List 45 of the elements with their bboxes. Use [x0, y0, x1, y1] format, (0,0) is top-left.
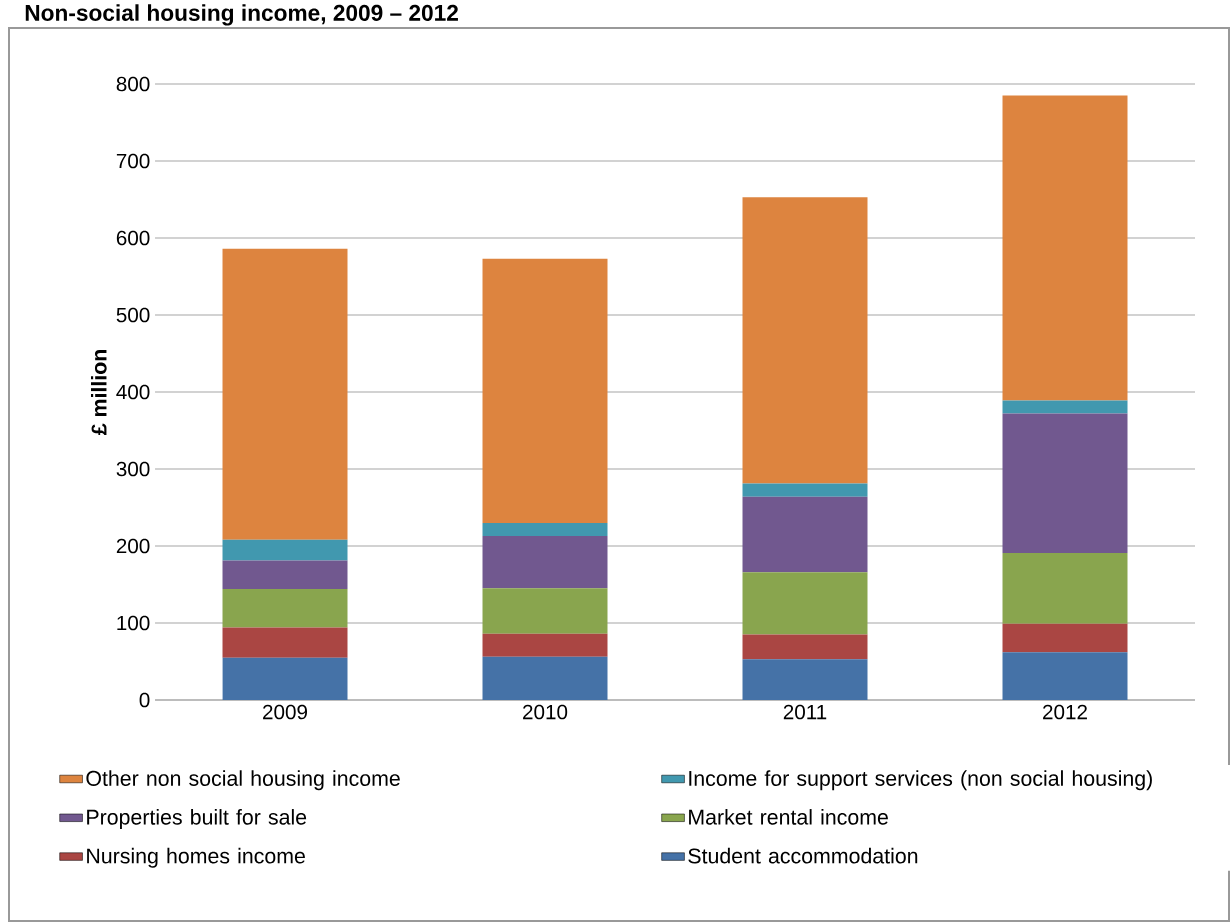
- legend-label: Student accommodation: [688, 847, 918, 864]
- y-tick-label: 500: [116, 307, 150, 323]
- bar: [482, 588, 608, 634]
- bar: [742, 634, 868, 660]
- legend-label: Other non social housing income: [86, 770, 400, 791]
- y-axis-title: £ million: [91, 350, 107, 436]
- legend-label: Market rental income: [689, 809, 888, 825]
- x-tick-label: 2010: [523, 704, 568, 720]
- y-tick-label: 800: [116, 76, 150, 92]
- y-tick-label: 400: [116, 384, 150, 400]
- bar: [222, 539, 348, 561]
- bar: [222, 627, 348, 658]
- bar: [222, 589, 348, 628]
- bar: [222, 560, 348, 590]
- y-tick-label: 0: [139, 692, 150, 708]
- bar: [482, 656, 608, 700]
- legend-label: Income for support services (non social housing): [689, 770, 1152, 791]
- bar: [1002, 623, 1128, 653]
- y-tick-label: 300: [116, 461, 150, 477]
- bar: [742, 483, 868, 497]
- y-tick-label: 100: [117, 615, 150, 631]
- bar: [1002, 413, 1128, 553]
- legend-label: Nursing homes income: [87, 847, 305, 868]
- bar: [742, 572, 868, 635]
- y-tick-label: 600: [116, 230, 150, 246]
- bar: [482, 522, 608, 536]
- x-tick-label: 2009: [263, 704, 308, 720]
- y-tick-label: 700: [116, 153, 150, 169]
- bar: [742, 496, 868, 573]
- bar: [482, 258, 608, 523]
- bar: [482, 633, 608, 657]
- x-tick-label: 2011: [783, 704, 827, 720]
- bar: [222, 248, 348, 540]
- bar: [222, 657, 348, 700]
- bar: [1002, 552, 1128, 624]
- bar: [1002, 652, 1128, 700]
- legend-label: Properties built for sale: [87, 809, 307, 829]
- bar: [1002, 95, 1128, 401]
- x-tick-label: 2012: [1043, 704, 1087, 720]
- chart-title: Non-social housing income, 2009 – 2012: [25, 4, 458, 26]
- bar: [482, 535, 608, 589]
- bar: [742, 197, 868, 484]
- bar: [1002, 400, 1128, 414]
- y-tick-label: 200: [116, 538, 150, 554]
- bar: [742, 659, 868, 700]
